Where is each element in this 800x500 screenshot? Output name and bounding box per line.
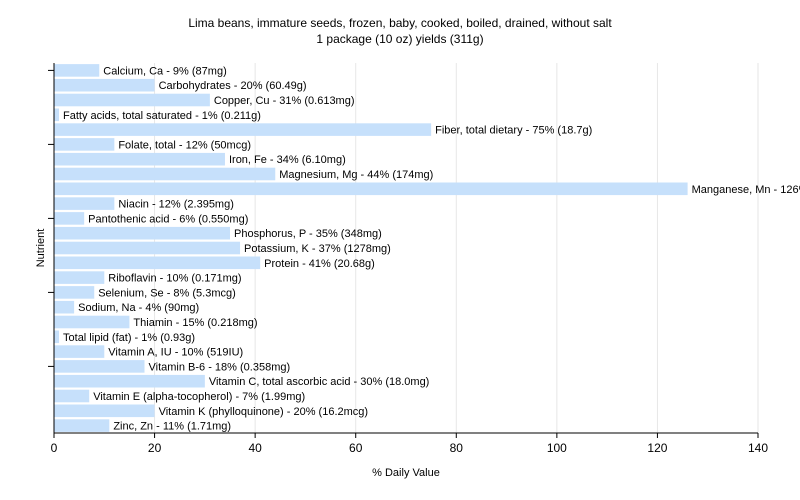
bar <box>54 78 155 92</box>
x-tick-label: 0 <box>51 441 58 455</box>
axes: 0 20 40 60 80 100 120 140 <box>48 63 768 455</box>
bar-label: Vitamin B-6 - 18% (0.358mg) <box>149 361 291 373</box>
bar <box>54 419 110 432</box>
bar <box>54 315 130 329</box>
bar <box>54 300 75 314</box>
bar-label: Niacin - 12% (2.395mg) <box>118 199 234 211</box>
x-tick-label: 60 <box>349 441 363 455</box>
bar <box>54 152 225 166</box>
bar <box>54 197 115 210</box>
bar-label: Vitamin K (phylloquinone) - 20% (16.2mcg… <box>159 406 369 418</box>
bar-label: Selenium, Se - 8% (5.3mcg) <box>98 287 236 299</box>
bar <box>54 226 230 240</box>
bar-label: Riboflavin - 10% (0.171mg) <box>108 273 241 285</box>
bar <box>54 330 60 344</box>
bar <box>54 345 105 358</box>
bar-labels: Calcium, Ca - 9% (87mg) Carbohydrates - 2… <box>63 65 800 432</box>
bar-label: Phosphorus, P - 35% (348mg) <box>234 228 382 240</box>
bar-label: Total lipid (fat) - 1% (0.93g) <box>63 332 195 344</box>
x-tick-label: 20 <box>148 441 162 455</box>
x-tick-label: 140 <box>748 441 768 455</box>
bar-label: Vitamin A, IU - 10% (519IU) <box>108 347 243 359</box>
bar <box>54 93 210 107</box>
bar-label: Magnesium, Mg - 44% (174mg) <box>279 169 433 181</box>
bar-label: Protein - 41% (20.68g) <box>264 258 375 270</box>
bar <box>54 167 276 181</box>
bars <box>54 64 688 432</box>
bar <box>54 286 95 299</box>
x-axis-title: % Daily Value <box>372 467 440 479</box>
bar <box>54 404 155 418</box>
bar <box>54 389 90 403</box>
bar <box>54 271 105 284</box>
bar <box>54 241 241 255</box>
bar-label: Fiber, total dietary - 75% (18.7g) <box>435 125 592 137</box>
bar-label: Pantothenic acid - 6% (0.550mg) <box>88 213 248 225</box>
bar-label: Fatty acids, total saturated - 1% (0.211… <box>63 110 261 122</box>
bar-label: Carbohydrates - 20% (60.49g) <box>159 80 307 92</box>
bar <box>54 64 100 77</box>
x-tick-label: 40 <box>248 441 262 455</box>
bar-label: Vitamin E (alpha-tocopherol) - 7% (1.99m… <box>93 391 305 403</box>
chart-title: Lima beans, immature seeds, frozen, baby… <box>188 16 612 30</box>
y-axis-title: Nutrient <box>35 229 47 268</box>
x-tick-label: 120 <box>647 441 667 455</box>
bar <box>54 182 688 196</box>
bar <box>54 360 145 373</box>
bar-label: Calcium, Ca - 9% (87mg) <box>103 65 226 77</box>
bar-label: Vitamin C, total ascorbic acid - 30% (18… <box>209 376 430 388</box>
bar <box>54 256 261 270</box>
bar <box>54 108 60 122</box>
x-tick-label: 80 <box>450 441 464 455</box>
x-tick-label: 100 <box>547 441 567 455</box>
chart-title-block: Lima beans, immature seeds, frozen, baby… <box>0 15 800 47</box>
bar-label: Sodium, Na - 4% (90mg) <box>78 302 199 314</box>
bar-label: Folate, total - 12% (50mcg) <box>118 139 251 151</box>
bar <box>54 123 432 136</box>
bar-label: Potassium, K - 37% (1278mg) <box>244 243 391 255</box>
bar-label: Iron, Fe - 34% (6.10mg) <box>229 154 346 166</box>
bar <box>54 138 115 151</box>
bar-label: Thiamin - 15% (0.218mg) <box>133 317 257 329</box>
bar <box>54 212 85 225</box>
bar-label: Copper, Cu - 31% (0.613mg) <box>214 95 355 107</box>
bar-label: Manganese, Mn - 126% (2.528mg) <box>692 184 800 196</box>
chart-subtitle: 1 package (10 oz) yields (311g) <box>316 32 484 46</box>
bar <box>54 374 205 388</box>
bar-label: Zinc, Zn - 11% (1.71mg) <box>113 421 231 433</box>
